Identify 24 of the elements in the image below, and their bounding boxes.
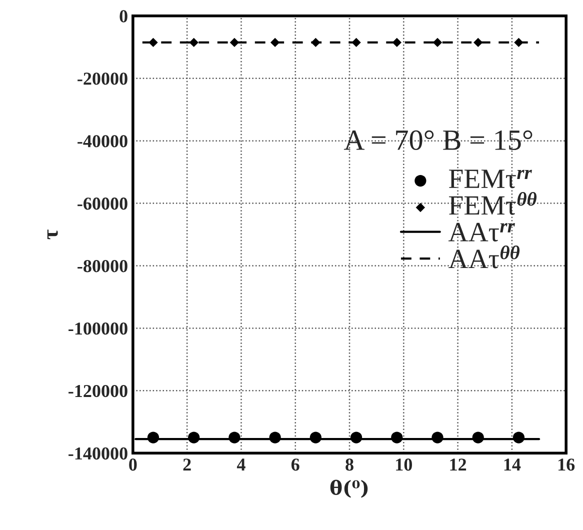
legend-label: AAτ$^{θθ}$ — [448, 246, 520, 268]
y-tick-label: -60000 — [78, 198, 128, 210]
annotation: A = 70° B = 15° — [344, 130, 532, 150]
y-tick-label: -80000 — [78, 260, 128, 272]
y-tick-label: -140000 — [68, 447, 128, 460]
y-tick-label: -20000 — [78, 72, 128, 85]
y-tick-label: -100000 — [68, 322, 128, 335]
legend-label: FEMτ$^{θθ}$ — [449, 192, 537, 215]
x-tick-label: 2 — [183, 458, 191, 471]
y-tick-label: -120000 — [68, 384, 128, 398]
x-tick-label: 14 — [504, 458, 521, 471]
legend-label: FEMτ$^{rr}$ — [449, 170, 532, 188]
y-tick-label: 0 — [120, 10, 128, 22]
y-axis-title: τ — [47, 230, 58, 240]
x-axis-title: θ(⁰) — [330, 480, 368, 498]
x-tick-label: 10 — [396, 458, 412, 471]
x-tick-label: 8 — [346, 458, 354, 471]
x-tick-label: 6 — [291, 458, 300, 471]
y-tick-label: -40000 — [78, 135, 128, 148]
x-tick-label: 4 — [236, 458, 246, 471]
x-tick-label: 0 — [129, 458, 137, 471]
x-tick-label: 16 — [558, 458, 575, 471]
legend-label: AAτ$^{rr}$ — [448, 222, 515, 242]
x-tick-label: 12 — [450, 458, 466, 471]
